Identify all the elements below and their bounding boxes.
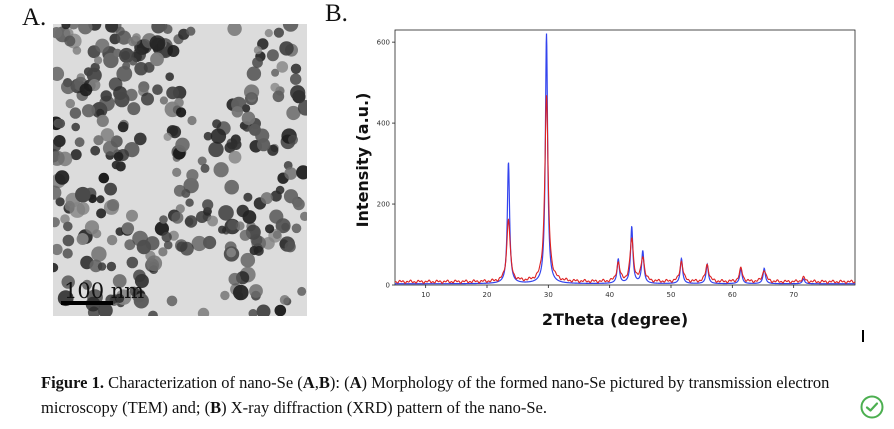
- caption-part: Characterization of nano-Se (: [103, 373, 303, 392]
- caption-part: B: [318, 373, 330, 392]
- scale-bar-label: 100 nm: [64, 279, 145, 303]
- y-tick-label: 600: [377, 39, 390, 47]
- caption-part: A: [349, 373, 362, 392]
- tem-particles: [53, 24, 307, 316]
- panel-b-label: B.: [325, 0, 348, 27]
- y-tick-label: 400: [377, 120, 390, 128]
- y-tick-label: 0: [386, 282, 390, 290]
- caption-part: ): (: [329, 373, 350, 392]
- x-axis-title: 2Theta (degree): [542, 310, 688, 329]
- caption-part: B: [210, 398, 222, 417]
- x-tick-label: 20: [483, 291, 492, 299]
- x-tick-label: 60: [728, 291, 737, 299]
- check-updates-icon[interactable]: [860, 395, 884, 419]
- x-tick-label: 30: [544, 291, 553, 299]
- x-tick-label: 50: [667, 291, 676, 299]
- caption-part: ) X-ray diffraction (XRD) pattern of the…: [221, 398, 548, 417]
- x-tick-label: 70: [789, 291, 798, 299]
- panel-a-label: A.: [22, 4, 47, 31]
- caption-part: ) Morphology of the formed nano-Se pictu…: [41, 373, 830, 417]
- x-tick-label: 10: [421, 291, 430, 299]
- figure-label: Figure 1.: [41, 373, 104, 392]
- x-tick-label: 40: [605, 291, 614, 299]
- y-axis-title: Intensity (a.u.): [353, 93, 372, 228]
- xrd-series-red-line: [394, 95, 856, 284]
- figure-caption: Figure 1. Characterization of nano-Se (A…: [41, 370, 841, 420]
- xrd-chart: 10 20 30 40 50 60 70 0 200 400 600 2Theta (degree)…: [353, 29, 856, 329]
- tem-micrograph: [53, 24, 307, 316]
- y-tick-label: 200: [377, 201, 390, 209]
- stray-mark: [862, 330, 864, 342]
- xrd-plot-area: 10 20 30 40 50 60 70 0 200 400 600: [377, 29, 856, 299]
- caption-part: ,: [314, 373, 319, 392]
- xrd-series-blue-line: [395, 33, 855, 285]
- plot-frame: [394, 29, 856, 286]
- scale-bar: [61, 301, 113, 305]
- caption-part: A: [302, 373, 315, 392]
